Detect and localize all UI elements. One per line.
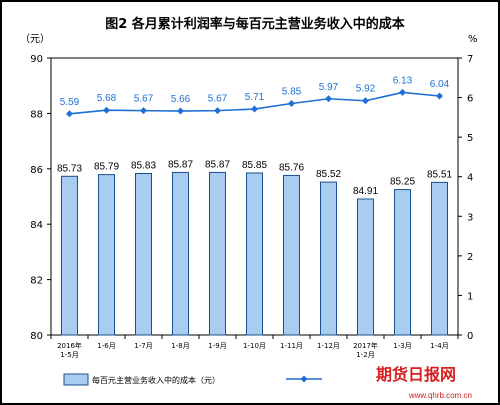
bar xyxy=(394,189,411,336)
category-label: 2016年 1-5月 xyxy=(57,341,82,359)
legend-bar-label: 每百元主营业务收入中的成本（元） xyxy=(92,375,220,385)
line-data-label: 5.85 xyxy=(282,87,302,98)
line-data-label: 6.13 xyxy=(393,75,413,86)
bar-data-label: 85.83 xyxy=(131,161,156,172)
category-label-line: 1-12月 xyxy=(317,342,340,350)
bar-data-label: 85.73 xyxy=(57,163,82,174)
category-label-line: 2017年 xyxy=(353,341,378,350)
bar-data-labels: 85.73 85.79 85.83 85.87 85.87 85.85 85.76 85.52… xyxy=(57,159,452,197)
line-point xyxy=(362,97,369,105)
bar-data-label: 85.87 xyxy=(205,159,230,170)
line-point xyxy=(177,107,184,115)
bar-data-label: 85.52 xyxy=(316,169,341,180)
left-axis-tick-label: 80 xyxy=(30,331,43,342)
left-axis-tick-label: 82 xyxy=(30,276,43,287)
bar xyxy=(135,173,152,336)
category-label: 1-11月 xyxy=(280,342,303,350)
line-data-label: 6.04 xyxy=(430,79,450,90)
right-axis-tick-label: 1 xyxy=(467,291,473,302)
category-label-line: 1-8月 xyxy=(171,342,189,350)
category-label: 2017年 1-2月 xyxy=(353,341,378,359)
line-point xyxy=(399,88,406,96)
category-label: 1-3月 xyxy=(393,342,411,350)
bar xyxy=(209,171,226,336)
left-axis-tick-label: 90 xyxy=(30,54,43,65)
bar-data-label: 85.85 xyxy=(242,160,267,171)
category-labels: 2016年 1-5月 1-6月 1-7月 1-8月 1-9月 1-10月 1-11月 1-12月… xyxy=(57,341,449,359)
right-axis-tick-label: 5 xyxy=(467,133,473,144)
line-data-label: 5.59 xyxy=(60,97,80,108)
line-point xyxy=(140,107,147,115)
line-data-label: 5.66 xyxy=(171,94,191,105)
category-label: 1-8月 xyxy=(171,342,189,350)
left-axis-tick-label: 88 xyxy=(30,109,43,120)
bar-data-label: 85.51 xyxy=(427,169,452,180)
category-label-line: 1-6月 xyxy=(97,342,115,350)
category-label-line: 1-10月 xyxy=(243,342,266,350)
category-label: 1-7月 xyxy=(134,342,152,350)
line-data-label: 5.92 xyxy=(356,84,376,95)
line-data-label: 5.67 xyxy=(134,94,154,105)
right-axis-tick-label: 2 xyxy=(467,252,473,263)
right-axis-tick-label: 6 xyxy=(467,94,473,105)
bar xyxy=(246,172,263,336)
left-axis-tick-label: 86 xyxy=(30,165,43,176)
line-point xyxy=(103,106,110,114)
bar-data-label: 84.91 xyxy=(353,186,378,197)
watermark: 期货日报网 www.qhrb.com.cn xyxy=(376,365,472,400)
right-axis-unit: % xyxy=(468,34,478,45)
line-point xyxy=(436,92,443,100)
line-data-label: 5.71 xyxy=(245,92,265,103)
category-label-line: 2016年 xyxy=(57,341,82,350)
legend-line-marker xyxy=(300,375,308,383)
bar xyxy=(172,171,189,336)
bar xyxy=(98,174,115,336)
category-label-line: 1-2月 xyxy=(356,351,374,359)
line-point xyxy=(288,100,295,108)
bar xyxy=(61,175,78,336)
bar-data-label: 85.25 xyxy=(390,177,415,188)
line-data-label: 5.68 xyxy=(97,93,117,104)
bar xyxy=(320,181,337,336)
category-label: 1-6月 xyxy=(97,342,115,350)
right-axis-tick-label: 4 xyxy=(467,173,473,184)
left-axis-unit: （元） xyxy=(20,33,50,45)
bar-data-label: 85.87 xyxy=(168,159,193,170)
legend-bar-swatch xyxy=(63,373,89,386)
bar xyxy=(431,181,448,336)
watermark-url: www.qhrb.com.cn xyxy=(408,391,472,400)
category-label-line: 1-9月 xyxy=(208,342,226,350)
category-label: 1-12月 xyxy=(317,342,340,350)
line-point xyxy=(66,110,73,118)
category-label: 1-9月 xyxy=(208,342,226,350)
category-label-line: 1-4月 xyxy=(430,342,448,350)
chart-title: 图2 各月累计利润率与每百元主营业务收入中的成本 xyxy=(105,16,405,32)
right-axis-tick-label: 7 xyxy=(467,54,473,65)
category-label-line: 1-3月 xyxy=(393,342,411,350)
right-axis-tick-label: 3 xyxy=(467,212,473,223)
line-point xyxy=(325,95,332,103)
bar-data-label: 85.76 xyxy=(279,162,304,173)
legend: 每百元主营业务收入中的成本（元） xyxy=(63,373,322,386)
watermark-text: 期货日报网 xyxy=(376,365,456,384)
bar-series xyxy=(61,171,448,336)
line-data-label: 5.67 xyxy=(208,94,228,105)
bar xyxy=(357,198,374,336)
bar xyxy=(283,174,300,336)
category-label-line: 1-11月 xyxy=(280,342,303,350)
line-series xyxy=(66,88,443,118)
left-axis-tick-label: 84 xyxy=(30,220,43,231)
line-data-label: 5.97 xyxy=(319,82,339,93)
category-label: 1-4月 xyxy=(430,342,448,350)
line-point xyxy=(214,107,221,115)
line-point xyxy=(251,105,258,113)
line-data-labels: 5.59 5.68 5.67 5.66 5.67 5.71 5.85 5.97 5.92 6.13… xyxy=(60,75,450,107)
category-label-line: 1-5月 xyxy=(60,351,78,359)
category-label-line: 1-7月 xyxy=(134,342,152,350)
bar-data-label: 85.79 xyxy=(94,162,119,173)
category-label: 1-10月 xyxy=(243,342,266,350)
right-axis-tick-label: 0 xyxy=(467,331,473,342)
